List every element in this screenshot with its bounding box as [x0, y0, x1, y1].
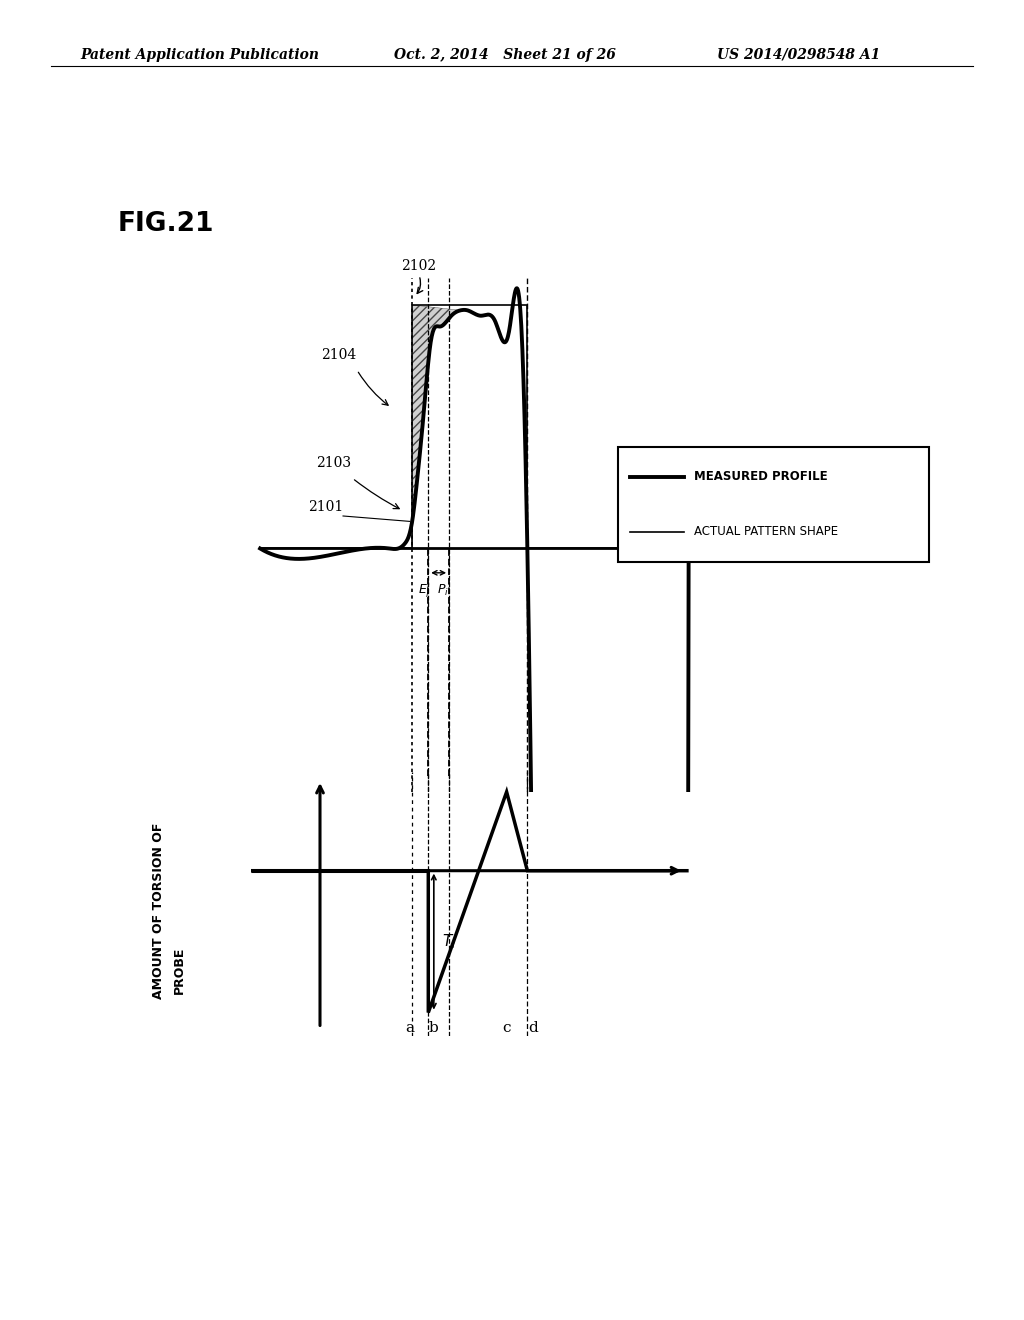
Text: Oct. 2, 2014   Sheet 21 of 26: Oct. 2, 2014 Sheet 21 of 26	[394, 48, 616, 62]
Text: FIG.21: FIG.21	[118, 211, 214, 238]
Text: US 2014/0298548 A1: US 2014/0298548 A1	[717, 48, 880, 62]
Text: PROBE: PROBE	[173, 946, 185, 994]
Text: $E_i^{\prime}$  $P_i$: $E_i^{\prime}$ $P_i$	[419, 582, 450, 601]
Text: MEASURED PROFILE: MEASURED PROFILE	[694, 470, 827, 483]
Text: ACTUAL PATTERN SHAPE: ACTUAL PATTERN SHAPE	[694, 525, 838, 539]
Text: $T_i$: $T_i$	[442, 932, 457, 950]
FancyBboxPatch shape	[617, 446, 929, 562]
Text: Patent Application Publication: Patent Application Publication	[80, 48, 318, 62]
Text: c: c	[503, 1022, 511, 1035]
Text: 2101: 2101	[308, 499, 343, 513]
Text: 2102: 2102	[401, 259, 436, 273]
Text: 2103: 2103	[316, 457, 351, 470]
Text: b: b	[429, 1022, 438, 1035]
Text: AMOUNT OF TORSION OF: AMOUNT OF TORSION OF	[153, 822, 165, 999]
Polygon shape	[412, 305, 461, 549]
Text: d: d	[528, 1022, 538, 1035]
Text: 2104: 2104	[321, 348, 356, 362]
Text: a: a	[406, 1022, 415, 1035]
